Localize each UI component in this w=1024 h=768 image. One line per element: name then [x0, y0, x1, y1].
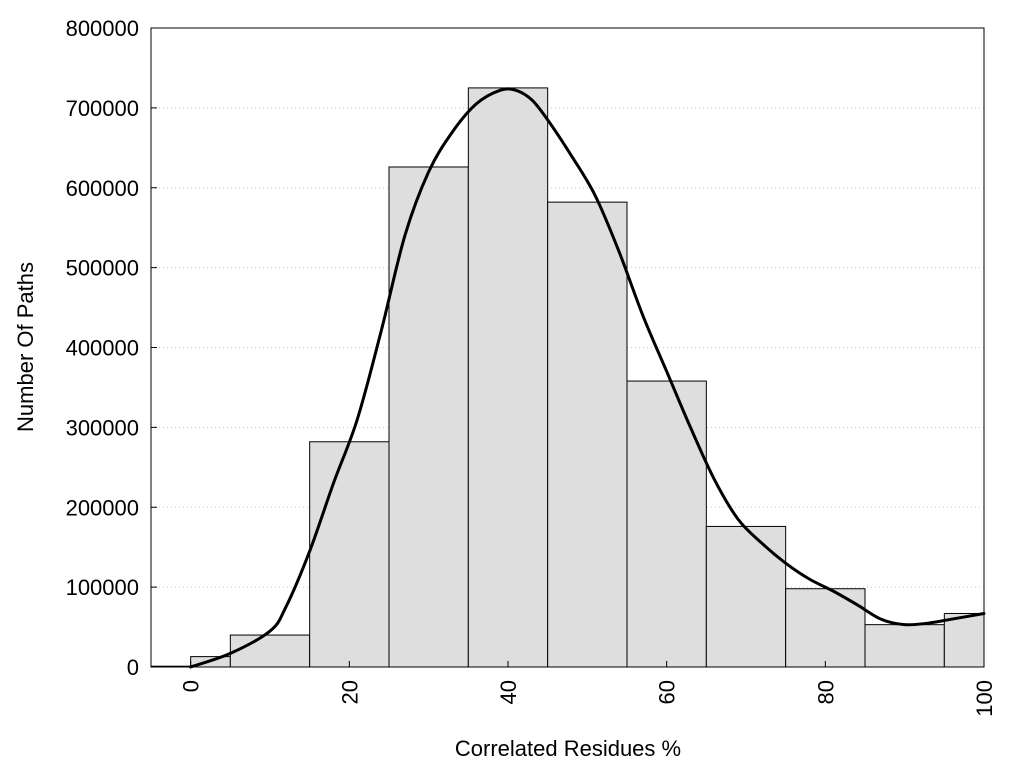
bar-4 [388, 166, 469, 668]
x-axis-label: Correlated Residues % [455, 736, 681, 761]
density-curve [189, 87, 986, 669]
y-tick-label-6: 600000 [66, 176, 139, 201]
histogram-bars [150, 87, 985, 668]
x-tick-label-2: 40 [496, 680, 521, 704]
x-tick-label-0: 0 [179, 680, 204, 692]
x-tick-label-3: 60 [655, 680, 680, 704]
y-tick-label-0: 0 [127, 655, 139, 680]
bar-10 [864, 624, 945, 668]
y-axis-label: Number Of Paths [13, 262, 38, 432]
bar-7 [626, 380, 707, 668]
bar-5 [467, 87, 549, 668]
bar-11 [943, 612, 985, 668]
y-tick-label-3: 300000 [66, 415, 139, 440]
x-axis-ticks: 0 20 40 60 80 100 [179, 661, 997, 717]
y-tick-label-4: 400000 [66, 336, 139, 361]
x-tick-label-1: 20 [337, 680, 362, 704]
y-axis-ticks: 0 100000 200000 300000 400000 500000 600000 700… [66, 16, 157, 680]
y-tick-label-8: 800000 [66, 16, 139, 41]
bar-6 [547, 201, 628, 668]
x-tick-label-5: 100 [972, 680, 997, 717]
bar-3 [309, 441, 390, 668]
bar-2 [229, 634, 311, 668]
bar-9 [785, 588, 866, 668]
y-tick-label-7: 700000 [66, 96, 139, 121]
y-tick-label-2: 200000 [66, 495, 139, 520]
y-tick-label-1: 100000 [66, 575, 139, 600]
x-tick-label-4: 80 [813, 680, 838, 704]
bar-8 [705, 525, 787, 668]
y-tick-label-5: 500000 [66, 256, 139, 281]
